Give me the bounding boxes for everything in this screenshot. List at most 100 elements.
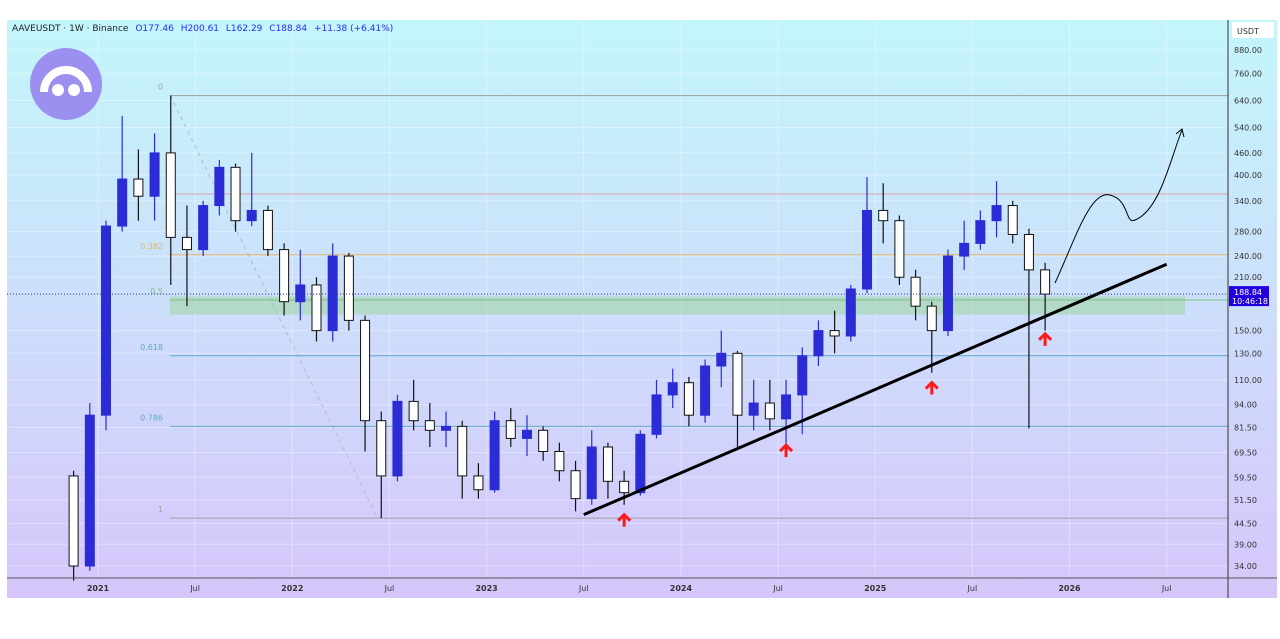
candle-body — [716, 352, 727, 367]
y-tick-label: 460.00 — [1234, 149, 1262, 158]
aave-ghost-icon — [40, 66, 92, 96]
candle-body — [214, 166, 225, 207]
countdown-value: 10:46:18 — [1232, 297, 1268, 306]
candle-body — [862, 209, 873, 290]
low-value: L162.29 — [225, 24, 263, 34]
candle-body — [554, 450, 565, 472]
x-tick-label: Jul — [578, 584, 589, 593]
candle-body — [1023, 233, 1034, 271]
candle-body — [683, 382, 694, 416]
candle-body — [764, 402, 775, 420]
candle-body — [829, 330, 840, 337]
change-value: +11.38 (+6.41%) — [313, 24, 394, 34]
close-value: C188.84 — [269, 24, 308, 34]
y-tick-label: 540.00 — [1234, 123, 1262, 132]
candle-body — [635, 433, 646, 494]
y-tick-label: 44.50 — [1234, 519, 1257, 528]
y-tick-label: 110.00 — [1234, 376, 1262, 385]
y-tick-label: 640.00 — [1234, 97, 1262, 106]
y-tick-label: 240.00 — [1234, 252, 1262, 261]
chart-frame[interactable]: 0 0.382 0.5 0.618 0.786 1 USDT 880.00 760.00 640.… — [7, 20, 1277, 598]
candle-body — [343, 255, 354, 321]
fib-label-0.618: 0.618 — [140, 343, 163, 352]
aave-logo — [30, 48, 102, 120]
fib-label-0.786: 0.786 — [140, 413, 163, 422]
y-tick-label: 150.00 — [1234, 327, 1262, 336]
x-tick-label: 2024 — [670, 584, 693, 593]
candle-body — [473, 475, 484, 491]
open-value: O177.46 — [135, 24, 174, 34]
candle-body — [149, 152, 160, 197]
candle-body — [797, 355, 808, 396]
candle-body — [262, 209, 273, 251]
y-tick-label: 880.00 — [1234, 46, 1262, 55]
x-tick-label: 2023 — [475, 584, 497, 593]
candle-body — [165, 152, 176, 238]
candle-body — [619, 480, 630, 494]
candle-body — [505, 420, 516, 439]
candle-body — [376, 420, 387, 477]
price-chart[interactable]: 0 0.382 0.5 0.618 0.786 1 USDT 880.00 760.00 640.… — [0, 0, 1277, 598]
candle-body — [84, 414, 95, 567]
x-tick-label: 2026 — [1058, 584, 1081, 593]
candle-body — [813, 330, 824, 357]
candle-body — [424, 420, 435, 431]
candle-body — [845, 288, 856, 337]
up-arrow-icon — [617, 512, 632, 527]
y-tick-label: 760.00 — [1234, 69, 1262, 78]
y-tick-label: 81.50 — [1234, 423, 1257, 432]
x-tick-label: Jul — [189, 584, 200, 593]
high-value: H200.61 — [180, 24, 220, 34]
projection-path — [1054, 129, 1183, 284]
candle-body — [1007, 205, 1018, 235]
candle-body — [230, 166, 241, 222]
projection-arrowhead-icon — [1175, 128, 1185, 138]
candle-body — [133, 178, 144, 197]
y-tick-label: 340.00 — [1234, 197, 1262, 206]
fib-label-0.382: 0.382 — [140, 242, 163, 251]
candle-body — [181, 236, 192, 251]
fib-label-1: 1 — [158, 505, 163, 514]
x-tick-label: Jul — [1161, 584, 1172, 593]
candle-body — [117, 178, 128, 227]
candle-body — [651, 394, 662, 435]
support-zone — [170, 296, 1185, 315]
candle-body — [667, 382, 678, 396]
candle-body — [68, 475, 79, 567]
y-tick-label: 69.50 — [1234, 449, 1257, 458]
y-tick-label: 94.00 — [1234, 401, 1257, 410]
y-tick-label: 130.00 — [1234, 349, 1262, 358]
up-arrow-icon — [778, 443, 794, 458]
candle-body — [959, 242, 970, 257]
candle-body — [441, 425, 452, 431]
x-tick-label: Jul — [384, 584, 395, 593]
candle-body — [1040, 269, 1051, 295]
candle-body — [408, 400, 419, 422]
candle-body — [700, 365, 711, 416]
candle-body — [392, 400, 403, 477]
candle-body — [570, 470, 581, 500]
y-tick-label: 210.00 — [1234, 273, 1262, 282]
candle-body — [942, 255, 953, 332]
candle-body — [781, 394, 792, 420]
fib-label-0: 0 — [158, 83, 163, 92]
candle-body — [360, 319, 371, 422]
y-tick-label: 51.50 — [1234, 496, 1257, 505]
x-tick-label: 2025 — [864, 584, 887, 593]
candle-body — [975, 220, 986, 244]
candle-body — [926, 305, 937, 332]
candle-body — [732, 352, 743, 416]
up-arrow-icon — [1038, 331, 1053, 346]
symbol-header: AAVEUSDT · 1W · Binance O177.46 H200.61 … — [12, 24, 393, 34]
y-tick-label: 39.00 — [1234, 540, 1257, 549]
candle-body — [327, 255, 338, 332]
x-tick-label: 2021 — [87, 584, 110, 593]
candle-body — [538, 429, 549, 452]
last-price-tag — [1229, 286, 1269, 307]
currency-badge — [1232, 22, 1274, 38]
candle-body — [894, 220, 905, 278]
candle-body — [457, 425, 468, 477]
candle-body — [295, 284, 306, 303]
x-tick-label: Jul — [967, 584, 978, 593]
candle-body — [586, 446, 597, 500]
